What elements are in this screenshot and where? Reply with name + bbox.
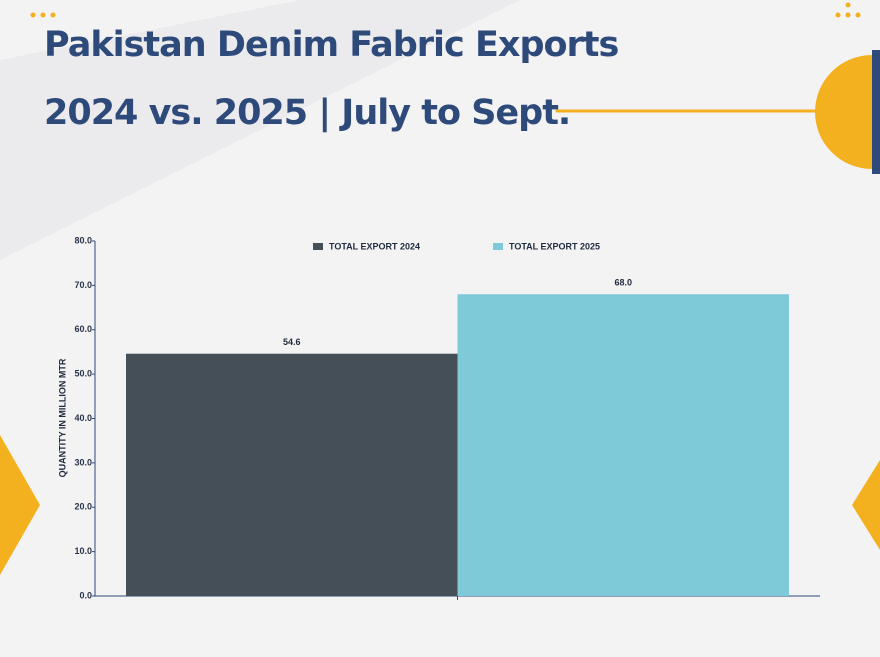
bar: [126, 353, 458, 596]
legend-label: TOTAL EXPORT 2024: [329, 241, 420, 251]
y-axis-label: QUANTITY IN MILLION MTR: [57, 358, 67, 477]
y-tick-label: 70.0: [74, 280, 92, 290]
y-tick-label: 40.0: [74, 413, 92, 423]
data-label: 68.0: [614, 278, 632, 288]
y-tick-label: 60.0: [74, 324, 92, 334]
y-tick-label: 0.0: [79, 590, 92, 600]
bar: [457, 294, 789, 596]
data-label: 54.6: [283, 337, 301, 347]
y-tick-label: 10.0: [74, 546, 92, 556]
y-tick-label: 30.0: [74, 457, 92, 467]
legend-swatch: [493, 243, 503, 250]
chart-title: 2024 vs. 2025 | July to Sept.: [44, 93, 570, 133]
y-tick-label: 80.0: [74, 235, 92, 245]
decoration-diamond: [0, 435, 40, 575]
decoration-diamond: [852, 460, 880, 550]
y-tick-label: 50.0: [74, 369, 92, 379]
decoration-half-circle: [815, 55, 872, 169]
decoration-bar: [872, 50, 880, 174]
chart-title: Pakistan Denim Fabric Exports: [44, 25, 619, 65]
legend-label: TOTAL EXPORT 2025: [509, 241, 600, 251]
y-tick-label: 20.0: [74, 502, 92, 512]
background-shape: [0, 0, 520, 260]
legend-swatch: [313, 243, 323, 250]
decoration-dots: [30, 2, 861, 18]
